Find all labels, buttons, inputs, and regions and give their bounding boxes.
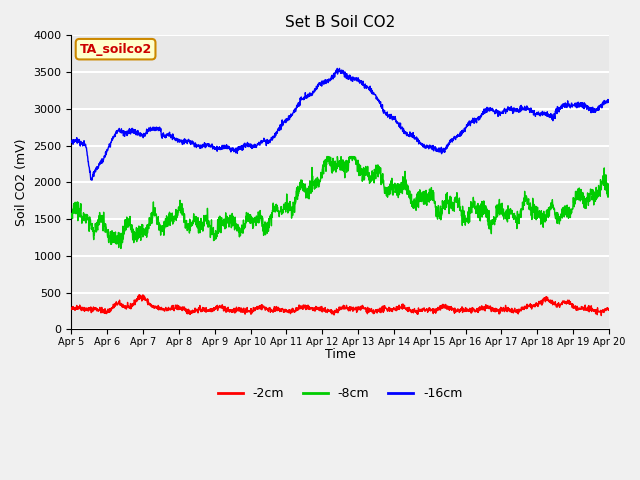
X-axis label: Time: Time <box>324 348 355 361</box>
Y-axis label: Soil CO2 (mV): Soil CO2 (mV) <box>15 139 28 226</box>
Legend: -2cm, -8cm, -16cm: -2cm, -8cm, -16cm <box>212 383 468 406</box>
Title: Set B Soil CO2: Set B Soil CO2 <box>285 15 396 30</box>
Text: TA_soilco2: TA_soilco2 <box>79 43 152 56</box>
